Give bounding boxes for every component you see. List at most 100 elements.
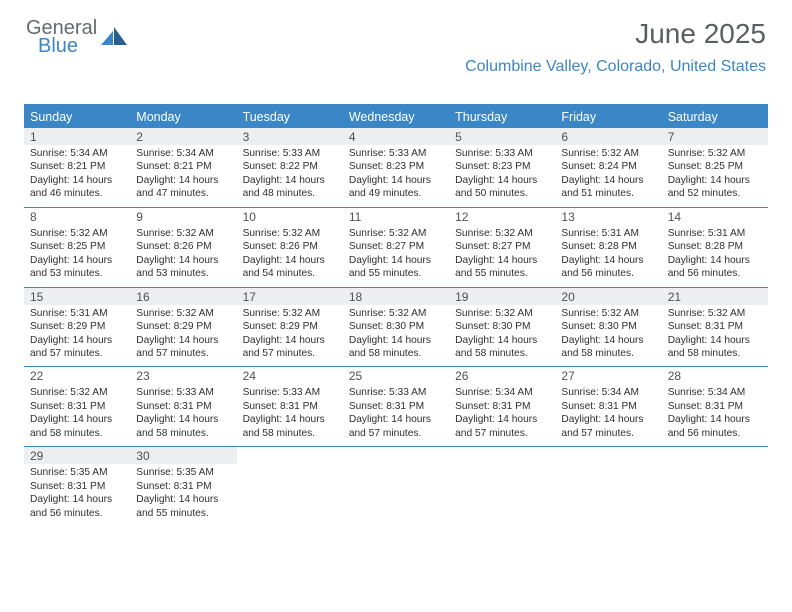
day-header-sunday: Sunday: [24, 106, 130, 128]
sunset-text: Sunset: 8:31 PM: [30, 480, 124, 493]
daylight-text: Daylight: 14 hours and 54 minutes.: [243, 254, 337, 281]
day-number: 25: [349, 369, 443, 383]
daylight-text: Daylight: 14 hours and 58 minutes.: [136, 413, 230, 440]
day-cell-1: 1Sunrise: 5:34 AMSunset: 8:21 PMDaylight…: [24, 128, 130, 207]
sunset-text: Sunset: 8:23 PM: [349, 160, 443, 173]
sunrise-text: Sunrise: 5:31 AM: [30, 307, 124, 320]
location-text: Columbine Valley, Colorado, United State…: [465, 58, 766, 76]
sunrise-text: Sunrise: 5:33 AM: [455, 147, 549, 160]
day-number: 8: [30, 210, 124, 224]
sunrise-text: Sunrise: 5:32 AM: [668, 307, 762, 320]
day-header-thursday: Thursday: [449, 106, 555, 128]
daylight-text: Daylight: 14 hours and 58 minutes.: [668, 334, 762, 361]
sunset-text: Sunset: 8:27 PM: [349, 240, 443, 253]
day-number: 6: [561, 130, 655, 144]
daylight-text: Daylight: 14 hours and 46 minutes.: [30, 174, 124, 201]
daylight-text: Daylight: 14 hours and 57 minutes.: [243, 334, 337, 361]
day-number: 16: [136, 290, 230, 304]
day-number: 15: [30, 290, 124, 304]
sunset-text: Sunset: 8:21 PM: [136, 160, 230, 173]
daylight-text: Daylight: 14 hours and 51 minutes.: [561, 174, 655, 201]
day-cell-28: 28Sunrise: 5:34 AMSunset: 8:31 PMDayligh…: [662, 367, 768, 446]
daylight-text: Daylight: 14 hours and 58 minutes.: [455, 334, 549, 361]
day-number: 24: [243, 369, 337, 383]
week-row: 15Sunrise: 5:31 AMSunset: 8:29 PMDayligh…: [24, 287, 768, 367]
day-cell-12: 12Sunrise: 5:32 AMSunset: 8:27 PMDayligh…: [449, 208, 555, 287]
logo-triangle-icon: [101, 23, 131, 45]
logo-text: General Blue: [26, 18, 97, 56]
daylight-text: Daylight: 14 hours and 55 minutes.: [349, 254, 443, 281]
sunrise-text: Sunrise: 5:33 AM: [136, 386, 230, 399]
day-number: 30: [136, 449, 230, 463]
sunrise-text: Sunrise: 5:32 AM: [561, 147, 655, 160]
logo-word-blue: Blue: [38, 36, 97, 56]
day-cell-25: 25Sunrise: 5:33 AMSunset: 8:31 PMDayligh…: [343, 367, 449, 446]
sunrise-text: Sunrise: 5:32 AM: [668, 147, 762, 160]
sunset-text: Sunset: 8:26 PM: [136, 240, 230, 253]
day-header-friday: Friday: [555, 106, 661, 128]
day-number: 5: [455, 130, 549, 144]
day-header-tuesday: Tuesday: [237, 106, 343, 128]
day-number: 28: [668, 369, 762, 383]
day-number: 18: [349, 290, 443, 304]
sunset-text: Sunset: 8:25 PM: [30, 240, 124, 253]
sunset-text: Sunset: 8:31 PM: [561, 400, 655, 413]
day-number: 4: [349, 130, 443, 144]
day-header-saturday: Saturday: [662, 106, 768, 128]
empty-cell: [343, 447, 449, 526]
sunset-text: Sunset: 8:30 PM: [349, 320, 443, 333]
day-number: 21: [668, 290, 762, 304]
sunrise-text: Sunrise: 5:33 AM: [243, 147, 337, 160]
day-number: 17: [243, 290, 337, 304]
sunset-text: Sunset: 8:29 PM: [136, 320, 230, 333]
day-header-wednesday: Wednesday: [343, 106, 449, 128]
day-number: 22: [30, 369, 124, 383]
day-cell-2: 2Sunrise: 5:34 AMSunset: 8:21 PMDaylight…: [130, 128, 236, 207]
week-row: 8 Sunrise: 5:32 AM Sunset: 8:25 PM Daylight…: [24, 207, 768, 287]
sunrise-text: Sunrise: 5:32 AM: [349, 227, 443, 240]
day-cell-17: 17Sunrise: 5:32 AMSunset: 8:29 PMDayligh…: [237, 288, 343, 367]
week-row: 22Sunrise: 5:32 AMSunset: 8:31 PMDayligh…: [24, 366, 768, 446]
day-number: 11: [349, 210, 443, 224]
sunrise-text: Sunrise: 5:34 AM: [561, 386, 655, 399]
day-cell-3: 3Sunrise: 5:33 AMSunset: 8:22 PMDaylight…: [237, 128, 343, 207]
day-number: 26: [455, 369, 549, 383]
header: June 2025 Columbine Valley, Colorado, Un…: [465, 18, 766, 76]
sunset-text: Sunset: 8:31 PM: [243, 400, 337, 413]
day-number: 12: [455, 210, 549, 224]
sunset-text: Sunset: 8:31 PM: [136, 400, 230, 413]
daylight-text: Daylight: 14 hours and 47 minutes.: [136, 174, 230, 201]
day-cell-10: 10Sunrise: 5:32 AMSunset: 8:26 PMDayligh…: [237, 208, 343, 287]
sunset-text: Sunset: 8:30 PM: [455, 320, 549, 333]
daylight-text: Daylight: 14 hours and 55 minutes.: [136, 493, 230, 520]
day-header-row: SundayMondayTuesdayWednesdayThursdayFrid…: [24, 106, 768, 128]
sunrise-text: Sunrise: 5:34 AM: [136, 147, 230, 160]
sunset-text: Sunset: 8:27 PM: [455, 240, 549, 253]
sunrise-text: Sunrise: 5:32 AM: [455, 307, 549, 320]
daylight-text: Daylight: 14 hours and 57 minutes.: [30, 334, 124, 361]
day-cell-7: 7Sunrise: 5:32 AMSunset: 8:25 PMDaylight…: [662, 128, 768, 207]
day-number: 19: [455, 290, 549, 304]
sunrise-text: Sunrise: 5:34 AM: [455, 386, 549, 399]
sunrise-text: Sunrise: 5:33 AM: [243, 386, 337, 399]
daylight-text: Daylight: 14 hours and 56 minutes.: [561, 254, 655, 281]
day-cell-21: 21 Sunrise: 5:32 AMSunset: 8:31 PMDayligh…: [662, 288, 768, 367]
sunset-text: Sunset: 8:28 PM: [668, 240, 762, 253]
day-cell-23: 23Sunrise: 5:33 AMSunset: 8:31 PMDayligh…: [130, 367, 236, 446]
day-number: 14: [668, 210, 762, 224]
day-cell-9: 9Sunrise: 5:32 AMSunset: 8:26 PMDaylight…: [130, 208, 236, 287]
sunset-text: Sunset: 8:28 PM: [561, 240, 655, 253]
empty-cell: [449, 447, 555, 526]
sunrise-text: Sunrise: 5:32 AM: [136, 227, 230, 240]
day-number: 1: [30, 130, 124, 144]
sunset-text: Sunset: 8:24 PM: [561, 160, 655, 173]
sunrise-text: Sunrise: 5:32 AM: [243, 227, 337, 240]
day-number: 13: [561, 210, 655, 224]
day-number: 27: [561, 369, 655, 383]
sunset-text: Sunset: 8:31 PM: [668, 320, 762, 333]
sunrise-text: Sunrise: 5:32 AM: [455, 227, 549, 240]
sunrise-text: Sunrise: 5:32 AM: [349, 307, 443, 320]
empty-cell: [555, 447, 661, 526]
sunset-text: Sunset: 8:29 PM: [30, 320, 124, 333]
sunrise-text: Sunrise: 5:32 AM: [561, 307, 655, 320]
